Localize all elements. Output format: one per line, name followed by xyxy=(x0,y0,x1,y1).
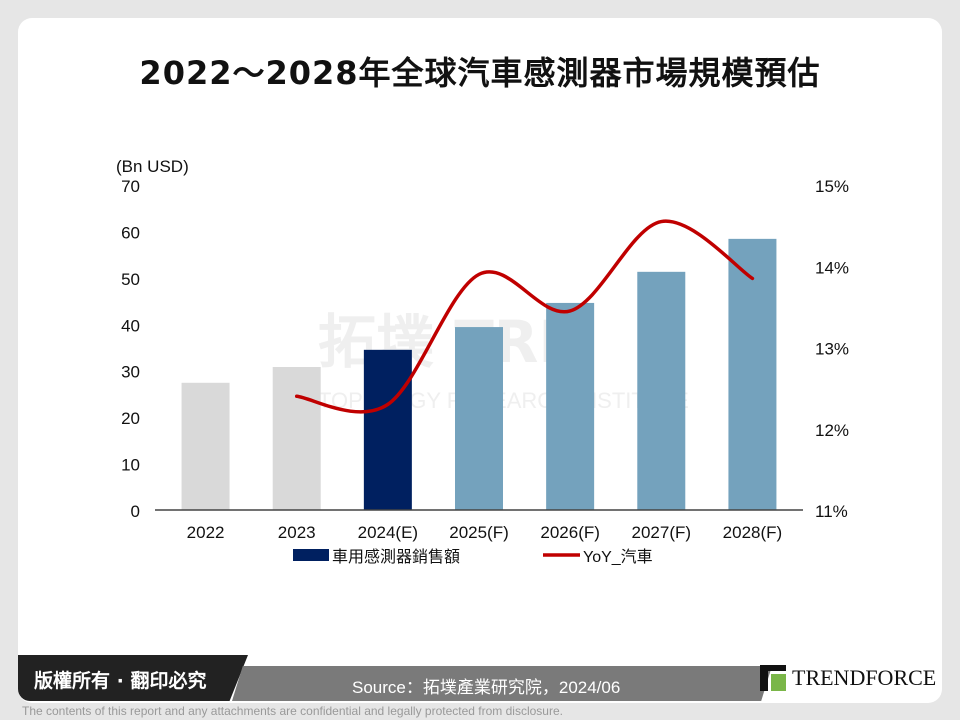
x-tick-label: 2026(F) xyxy=(540,523,600,542)
chart-title: 2022～2028年全球汽車感測器市場規模預估 xyxy=(139,54,821,92)
legend-bar-label: 車用感測器銷售額 xyxy=(332,548,460,566)
left-tick-label: 60 xyxy=(121,223,140,242)
left-tick-label: 70 xyxy=(121,177,140,196)
bar-2023 xyxy=(272,367,321,510)
left-tick-label: 20 xyxy=(121,409,140,428)
left-tick-label: 30 xyxy=(121,363,140,382)
left-axis-label: (Bn USD) xyxy=(116,157,189,176)
bar-2027(F) xyxy=(637,271,686,510)
x-tick-label: 2027(F) xyxy=(632,523,692,542)
watermark-text: 拓墣 TRI xyxy=(318,308,560,376)
right-tick-label: 13% xyxy=(815,340,849,359)
x-tick-label: 2025(F) xyxy=(449,523,509,542)
left-tick-label: 0 xyxy=(131,502,140,521)
trendforce-logo-icon xyxy=(760,665,786,691)
bar-2022 xyxy=(181,382,230,510)
left-tick-label: 50 xyxy=(121,270,140,289)
bar-2026(F) xyxy=(546,302,595,510)
copyright-text: 版權所有 · 翻印必究 xyxy=(34,670,207,692)
bar-2024(E) xyxy=(363,349,412,510)
source-text: Source：拓墣產業研究院，2024/06 xyxy=(352,678,621,697)
right-tick-label: 14% xyxy=(815,258,849,277)
yoy-line xyxy=(294,219,755,414)
trendforce-wordmark: TRENDFORCE xyxy=(792,665,937,690)
source-band: Source：拓墣產業研究院，2024/06 xyxy=(232,666,772,701)
x-tick-label: 2022 xyxy=(187,523,225,542)
left-tick-label: 40 xyxy=(121,316,140,335)
legend-bar-swatch xyxy=(293,549,329,561)
right-tick-label: 15% xyxy=(815,177,849,196)
right-tick-label: 11% xyxy=(815,502,848,521)
bar-2025(F) xyxy=(455,327,503,510)
trendforce-logo: TRENDFORCE xyxy=(760,665,936,691)
copyright-band: 版權所有 · 翻印必究 xyxy=(18,655,248,701)
disclaimer: The contents of this report and any atta… xyxy=(22,704,563,718)
legend-line-label: YoY_汽車 xyxy=(583,548,653,566)
x-tick-label: 2023 xyxy=(278,523,316,542)
right-tick-label: 12% xyxy=(815,421,849,440)
left-tick-label: 10 xyxy=(121,456,140,475)
x-tick-label: 2024(E) xyxy=(358,523,418,542)
x-tick-label: 2028(F) xyxy=(723,523,783,542)
bar-2028(F) xyxy=(728,238,777,510)
